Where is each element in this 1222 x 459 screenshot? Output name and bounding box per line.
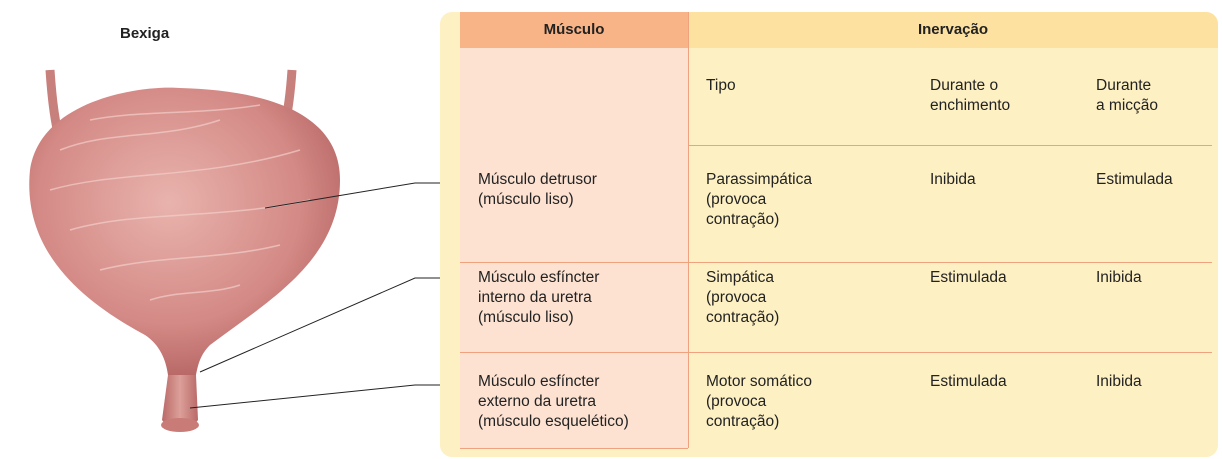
divider [460,262,1212,263]
cell: Inibida [930,171,976,188]
cell: Estimulada [930,269,1007,286]
cell: Inibida [1096,373,1142,390]
divider [460,352,1212,353]
divider [688,12,689,448]
column-header: Músculo [543,21,605,38]
cell: Motor somático (provoca contração) [706,373,812,430]
divider [460,448,688,449]
column-header: Inervação [917,21,989,38]
muscle-name: Músculo detrusor (músculo liso) [478,171,597,208]
cell: Parassimpática (provoca contração) [706,171,812,228]
bladder-illustration [29,69,440,432]
header-cell [460,12,688,48]
muscle-name: Músculo esfíncter interno da uretra (mús… [478,269,600,326]
divider [688,145,1212,146]
cell: Estimulada [930,373,1007,390]
header-cell [688,12,1218,48]
figure-title: Bexiga [120,25,170,42]
subheader: Durante o enchimento [930,77,1011,114]
subheader: Tipo [706,77,736,94]
muscle-column [460,48,688,448]
cell: Simpática (provoca contração) [706,269,780,326]
muscle-name: Músculo esfíncter externo da uretra (mús… [478,373,629,430]
cell: Inibida [1096,269,1142,286]
cell: Estimulada [1096,171,1173,188]
subheader: Durante a micção [1096,77,1159,114]
